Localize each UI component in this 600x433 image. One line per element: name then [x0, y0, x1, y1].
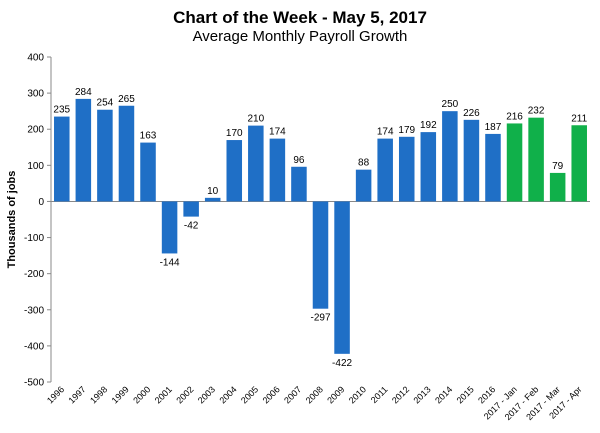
data-label: 96 [293, 155, 305, 166]
x-tick-label: 2009 [325, 384, 346, 405]
y-axis-label: Thousands of jobs [6, 171, 18, 269]
y-tick-label: -100 [24, 233, 44, 244]
x-tick-label: 1999 [110, 384, 131, 405]
data-label: 179 [398, 125, 415, 136]
data-label: 250 [442, 99, 459, 110]
x-tick-label: 1998 [88, 384, 109, 405]
x-tick-label: 2013 [411, 384, 432, 405]
data-label: 187 [485, 122, 502, 133]
x-tick-label: 2004 [217, 384, 238, 405]
data-label: -297 [310, 313, 330, 324]
data-label: 265 [118, 94, 135, 105]
data-label: 163 [140, 131, 157, 142]
data-label: 254 [97, 98, 114, 109]
x-tick-label: 2003 [196, 384, 217, 405]
x-tick-label: 2000 [131, 384, 152, 405]
chart-subtitle: Average Monthly Payroll Growth [192, 28, 408, 45]
bar-1999 [118, 105, 135, 202]
y-tick-label: 400 [27, 53, 44, 64]
x-tick-label: 1997 [67, 384, 88, 405]
data-label: -422 [332, 358, 352, 369]
bar-2017-mar [549, 172, 566, 202]
bar-2008 [312, 201, 329, 309]
data-label: 235 [53, 105, 70, 116]
bar-2017-jan [506, 123, 523, 202]
bar-2015 [463, 119, 480, 202]
bar-2014 [442, 111, 458, 202]
x-tick-label: 2010 [347, 384, 368, 405]
y-tick-label: -500 [24, 378, 44, 389]
y-tick-label: -400 [24, 341, 44, 352]
data-label: 174 [377, 127, 394, 138]
y-tick-label: 100 [27, 161, 44, 172]
data-label: 232 [528, 106, 545, 117]
bar-1997 [75, 98, 92, 202]
data-label: 192 [420, 120, 437, 131]
bar-2009 [334, 201, 350, 354]
x-tick-label: 2015 [455, 384, 476, 405]
bar-2000 [140, 142, 156, 202]
x-tick-label: 2012 [390, 384, 411, 405]
bar-2007 [291, 166, 307, 202]
y-tick-label: 200 [27, 125, 44, 136]
bar-2013 [420, 132, 437, 202]
x-tick-label: 2014 [433, 384, 454, 405]
x-tick-label: 2011 [369, 384, 390, 405]
y-tick-label: 300 [27, 89, 44, 100]
bar-1998 [97, 109, 113, 202]
bar-2005 [248, 125, 264, 202]
data-label: 10 [207, 186, 219, 197]
x-tick-label: 2008 [304, 384, 325, 405]
x-tick-label: 2005 [239, 384, 260, 405]
data-label: 88 [358, 158, 370, 169]
x-tick-label: 1996 [45, 384, 66, 405]
data-label: 284 [75, 87, 92, 98]
bar-2001 [161, 201, 178, 254]
data-label: -42 [184, 221, 199, 232]
data-label: 216 [506, 111, 523, 122]
bar-2006 [269, 138, 286, 202]
bar-2003 [204, 197, 221, 202]
bar-2011 [377, 138, 393, 202]
x-tick-label: 2006 [261, 384, 282, 405]
data-label: 174 [269, 127, 286, 138]
data-label: 170 [226, 128, 243, 139]
y-axis: 400 300 200 100 0 -100 -200 -300 -400 -500 [24, 53, 52, 389]
bars [54, 98, 587, 354]
data-label: 211 [571, 113, 587, 124]
bar-2004 [226, 140, 243, 202]
bar-1996 [54, 116, 70, 202]
data-label: -144 [160, 257, 180, 268]
data-label: 226 [463, 108, 480, 119]
bar-2017-feb [528, 117, 544, 202]
data-labels: 235 284 254 265 163 -144 -42 10 170 210 174 96 -297 -… [53, 87, 587, 369]
bar-2016 [485, 133, 501, 202]
y-tick-label: -200 [24, 269, 44, 280]
bar-2012 [398, 136, 415, 202]
data-label: 210 [247, 114, 264, 125]
y-tick-label: 0 [38, 197, 44, 208]
x-tick-label: 2002 [174, 384, 195, 405]
data-label: 79 [552, 161, 564, 172]
bar-2010 [355, 169, 372, 202]
chart-title: Chart of the Week - May 5, 2017 [173, 8, 427, 27]
x-tick-label: 2007 [282, 384, 303, 405]
x-tick-label: 2001 [153, 384, 174, 405]
bar-2017-apr [571, 125, 587, 202]
bar-2002 [183, 201, 199, 217]
y-tick-label: -300 [24, 305, 44, 316]
